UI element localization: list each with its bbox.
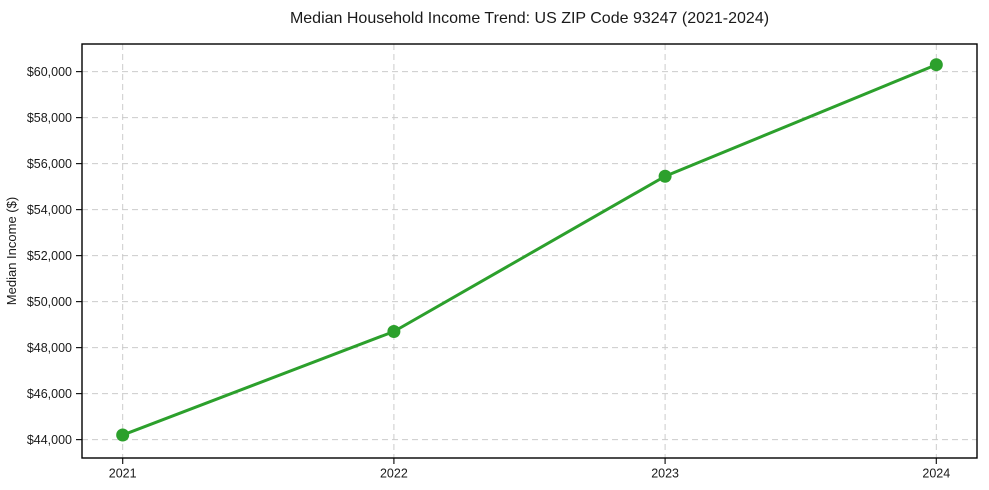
data-series <box>116 58 943 442</box>
data-point-2022 <box>387 325 401 338</box>
x-tick-label: 2021 <box>109 467 137 481</box>
data-point-2023 <box>658 169 672 183</box>
series-line <box>121 63 938 437</box>
y-tick-label: $52,000 <box>27 249 72 263</box>
y-tick-label: $50,000 <box>27 295 72 309</box>
y-tick-label: $54,000 <box>27 203 72 217</box>
y-tick-label: $60,000 <box>27 65 72 79</box>
y-axis-label: Median Income ($) <box>4 197 19 305</box>
y-tick-label: $56,000 <box>27 157 72 171</box>
x-tick-label: 2023 <box>651 467 679 481</box>
data-point-2021 <box>116 428 130 442</box>
x-tick-label: 2024 <box>922 467 950 481</box>
plot-border <box>81 43 978 459</box>
axis-ticks <box>76 70 937 464</box>
gridlines <box>82 44 977 458</box>
y-tick-label: $46,000 <box>27 387 72 401</box>
y-tick-label: $58,000 <box>27 111 72 125</box>
chart-title: Median Household Income Trend: US ZIP Co… <box>290 10 769 27</box>
x-tick-label: 2022 <box>380 467 408 481</box>
data-point-2024 <box>929 58 943 72</box>
y-tick-label: $44,000 <box>27 433 72 447</box>
y-tick-label: $48,000 <box>27 341 72 355</box>
tick-labels: $44,000 $46,000 $48,000 $50,000 $52,000 $54,0… <box>27 65 950 480</box>
